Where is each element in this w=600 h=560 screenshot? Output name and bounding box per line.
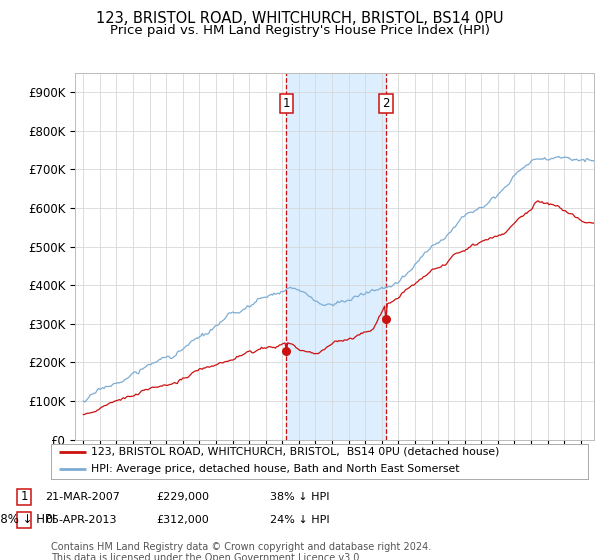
Text: Contains HM Land Registry data © Crown copyright and database right 2024.
This d: Contains HM Land Registry data © Crown c… (51, 542, 431, 560)
Text: £312,000: £312,000 (156, 515, 209, 525)
Text: Price paid vs. HM Land Registry's House Price Index (HPI): Price paid vs. HM Land Registry's House … (110, 24, 490, 36)
Text: 123, BRISTOL ROAD, WHITCHURCH, BRISTOL, BS14 0PU: 123, BRISTOL ROAD, WHITCHURCH, BRISTOL, … (96, 11, 504, 26)
Text: 123, BRISTOL ROAD, WHITCHURCH, BRISTOL,  BS14 0PU (detached house): 123, BRISTOL ROAD, WHITCHURCH, BRISTOL, … (91, 447, 500, 456)
Text: 1: 1 (283, 97, 290, 110)
Text: 24% ↓ HPI: 24% ↓ HPI (270, 515, 329, 525)
Bar (286, 73, 386, 440)
Text: £229,000: £229,000 (156, 492, 209, 502)
Text: 21-MAR-2007: 21-MAR-2007 (45, 492, 120, 502)
Text: HPI: Average price, detached house, Bath and North East Somerset: HPI: Average price, detached house, Bath… (91, 464, 460, 474)
Text: 38% ↓ HPI: 38% ↓ HPI (0, 513, 55, 526)
Text: 05-APR-2013: 05-APR-2013 (45, 515, 116, 525)
Text: 1: 1 (20, 490, 28, 503)
Text: 2: 2 (382, 97, 389, 110)
Text: 38% ↓ HPI: 38% ↓ HPI (270, 492, 329, 502)
